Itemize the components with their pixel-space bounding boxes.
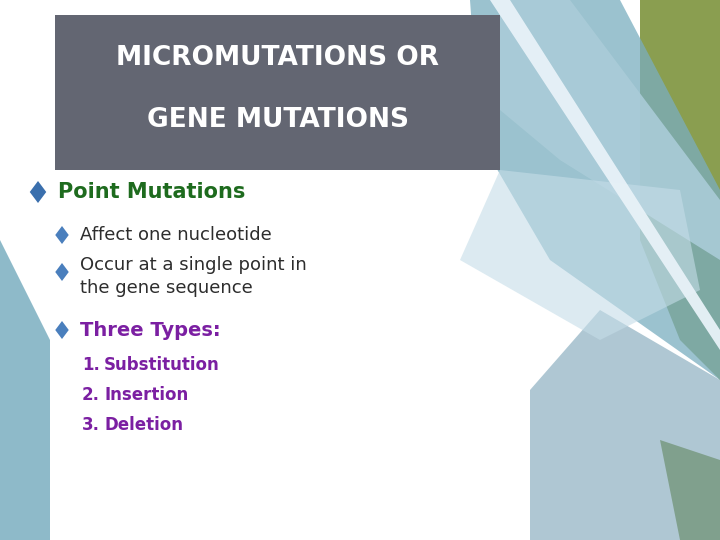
Polygon shape bbox=[460, 170, 700, 340]
Polygon shape bbox=[55, 321, 68, 339]
Text: 3.: 3. bbox=[82, 416, 100, 434]
Text: Deletion: Deletion bbox=[104, 416, 183, 434]
Polygon shape bbox=[660, 440, 720, 540]
Polygon shape bbox=[0, 240, 50, 540]
Polygon shape bbox=[500, 0, 720, 260]
Polygon shape bbox=[640, 0, 720, 380]
Polygon shape bbox=[55, 226, 68, 244]
Polygon shape bbox=[490, 0, 720, 350]
Polygon shape bbox=[30, 181, 46, 203]
Text: Substitution: Substitution bbox=[104, 356, 220, 374]
Text: GENE MUTATIONS: GENE MUTATIONS bbox=[147, 107, 409, 133]
Text: Affect one nucleotide: Affect one nucleotide bbox=[80, 226, 271, 244]
Text: Insertion: Insertion bbox=[104, 386, 188, 404]
Text: Point Mutations: Point Mutations bbox=[58, 182, 246, 202]
Polygon shape bbox=[530, 310, 720, 540]
Text: the gene sequence: the gene sequence bbox=[80, 279, 253, 297]
Bar bbox=[55, 15, 500, 170]
Text: Three Types:: Three Types: bbox=[80, 321, 220, 340]
Text: 1.: 1. bbox=[82, 356, 100, 374]
Polygon shape bbox=[470, 0, 720, 380]
Text: Occur at a single point in: Occur at a single point in bbox=[80, 256, 307, 274]
Text: 2.: 2. bbox=[82, 386, 100, 404]
Text: MICROMUTATIONS OR: MICROMUTATIONS OR bbox=[117, 45, 439, 71]
Polygon shape bbox=[55, 263, 68, 281]
